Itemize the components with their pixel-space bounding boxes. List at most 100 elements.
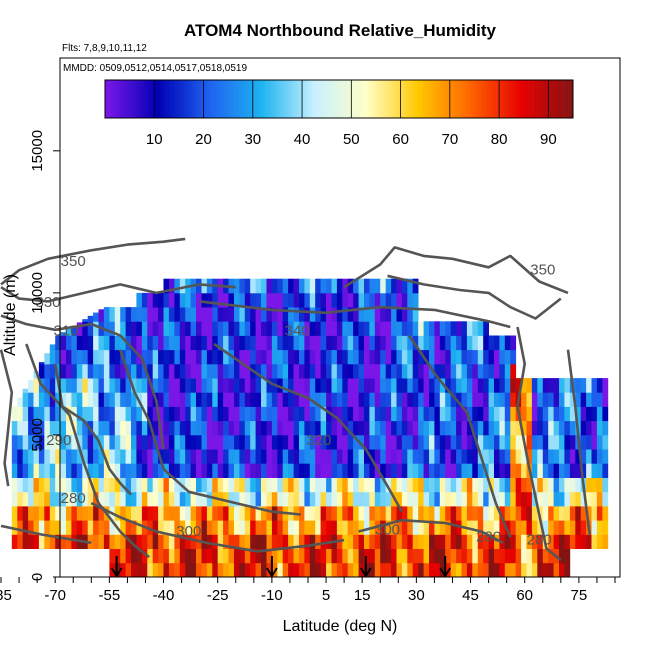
- curtain-cell: [526, 562, 533, 578]
- curtain-cell: [364, 335, 370, 351]
- curtain-cell: [244, 477, 251, 493]
- curtain-cell: [315, 335, 321, 351]
- curtain-cell: [450, 562, 457, 578]
- curtain-cell: [60, 491, 67, 507]
- curtain-cell: [521, 548, 527, 564]
- curtain-cell: [580, 434, 587, 450]
- curtain-cell: [531, 378, 538, 393]
- curtain-cell: [98, 449, 105, 464]
- curtain-cell: [223, 434, 229, 450]
- curtain-cell: [353, 321, 359, 336]
- curtain-cell: [499, 548, 506, 564]
- curtain-cell: [244, 278, 251, 294]
- curtain-cell: [488, 562, 495, 578]
- curtain-cell: [548, 491, 554, 507]
- theta-contour-line: [566, 349, 591, 535]
- curtain-cell: [445, 434, 451, 450]
- curtain-cell: [266, 406, 273, 422]
- curtain-cell: [461, 363, 468, 379]
- curtain-cell: [38, 477, 45, 493]
- curtain-cell: [299, 321, 305, 336]
- curtain-cell: [288, 477, 294, 493]
- curtain-cell: [564, 520, 571, 535]
- curtain-cell: [466, 420, 473, 436]
- curtain-cell: [17, 463, 24, 478]
- curtain-cell: [282, 349, 289, 365]
- curtain-cell: [82, 392, 89, 407]
- curtain-cell: [429, 506, 435, 521]
- curtain-cell: [336, 406, 343, 422]
- curtain-cell: [369, 349, 376, 365]
- curtain-cell: [342, 491, 349, 507]
- curtain-cell: [580, 520, 587, 535]
- curtain-cell: [580, 392, 587, 407]
- colorbar-swatch: [467, 80, 470, 118]
- curtain-cell: [163, 406, 170, 422]
- curtain-cell: [309, 477, 316, 493]
- curtain-cell: [456, 392, 462, 407]
- curtain-cell: [114, 307, 121, 322]
- curtain-cell: [201, 506, 208, 521]
- curtain-cell: [147, 434, 154, 450]
- curtain-cell: [429, 378, 435, 393]
- curtain-cell: [261, 520, 267, 535]
- curtain-cell: [125, 463, 132, 478]
- curtain-cell: [71, 378, 78, 393]
- curtain-cell: [206, 548, 213, 564]
- curtain-cell: [179, 420, 186, 436]
- y-tick-label: 0: [29, 573, 46, 581]
- curtain-cell: [212, 406, 219, 422]
- curtain-cell: [152, 321, 159, 336]
- curtain-cell: [342, 349, 349, 365]
- curtain-cell: [190, 349, 197, 365]
- curtain-cell: [515, 463, 522, 478]
- curtain-cell: [185, 562, 191, 578]
- curtain-cell: [87, 378, 94, 393]
- curtain-cell: [526, 392, 533, 407]
- colorbar-swatch: [191, 80, 194, 118]
- colorbar-swatch: [508, 80, 512, 118]
- curtain-cell: [391, 534, 397, 549]
- curtain-cell: [364, 278, 370, 294]
- curtain-cell: [261, 307, 267, 322]
- curtain-cell: [168, 534, 175, 549]
- curtain-cell: [163, 392, 170, 407]
- curtain-cell: [168, 278, 175, 294]
- curtain-cell: [488, 335, 495, 351]
- curtain-cell: [320, 335, 327, 351]
- curtain-cell: [461, 548, 468, 564]
- curtain-cell: [537, 463, 544, 478]
- colorbar-swatch: [297, 80, 300, 118]
- curtain-cell: [201, 548, 208, 564]
- curtain-cell: [228, 335, 235, 351]
- curtain-cell: [559, 491, 565, 507]
- curtain-cell: [510, 434, 517, 450]
- curtain-cell: [374, 477, 381, 493]
- colorbar-swatch: [262, 80, 266, 118]
- curtain-cell: [141, 321, 148, 336]
- x-tick-label: -55: [99, 587, 121, 604]
- curtain-cell: [315, 292, 321, 308]
- curtain-cell: [548, 378, 554, 393]
- curtain-cell: [364, 491, 370, 507]
- x-tick-label: -85: [0, 587, 12, 604]
- curtain-cell: [309, 449, 316, 464]
- curtain-cell: [49, 449, 56, 464]
- curtain-cell: [353, 520, 359, 535]
- curtain-cell: [293, 463, 300, 478]
- colorbar-swatch: [380, 80, 384, 118]
- curtain-cell: [548, 449, 554, 464]
- theta-contour-line: [0, 283, 236, 303]
- curtain-cell: [309, 406, 316, 422]
- curtain-cell: [120, 392, 126, 407]
- curtain-cell: [353, 292, 359, 308]
- curtain-cell: [66, 534, 72, 549]
- curtain-cell: [244, 378, 251, 393]
- curtain-cell: [401, 463, 408, 478]
- curtain-cell: [206, 378, 213, 393]
- curtain-cell: [60, 434, 67, 450]
- curtain-cell: [152, 449, 159, 464]
- curtain-cell: [152, 491, 159, 507]
- curtain-cell: [369, 434, 376, 450]
